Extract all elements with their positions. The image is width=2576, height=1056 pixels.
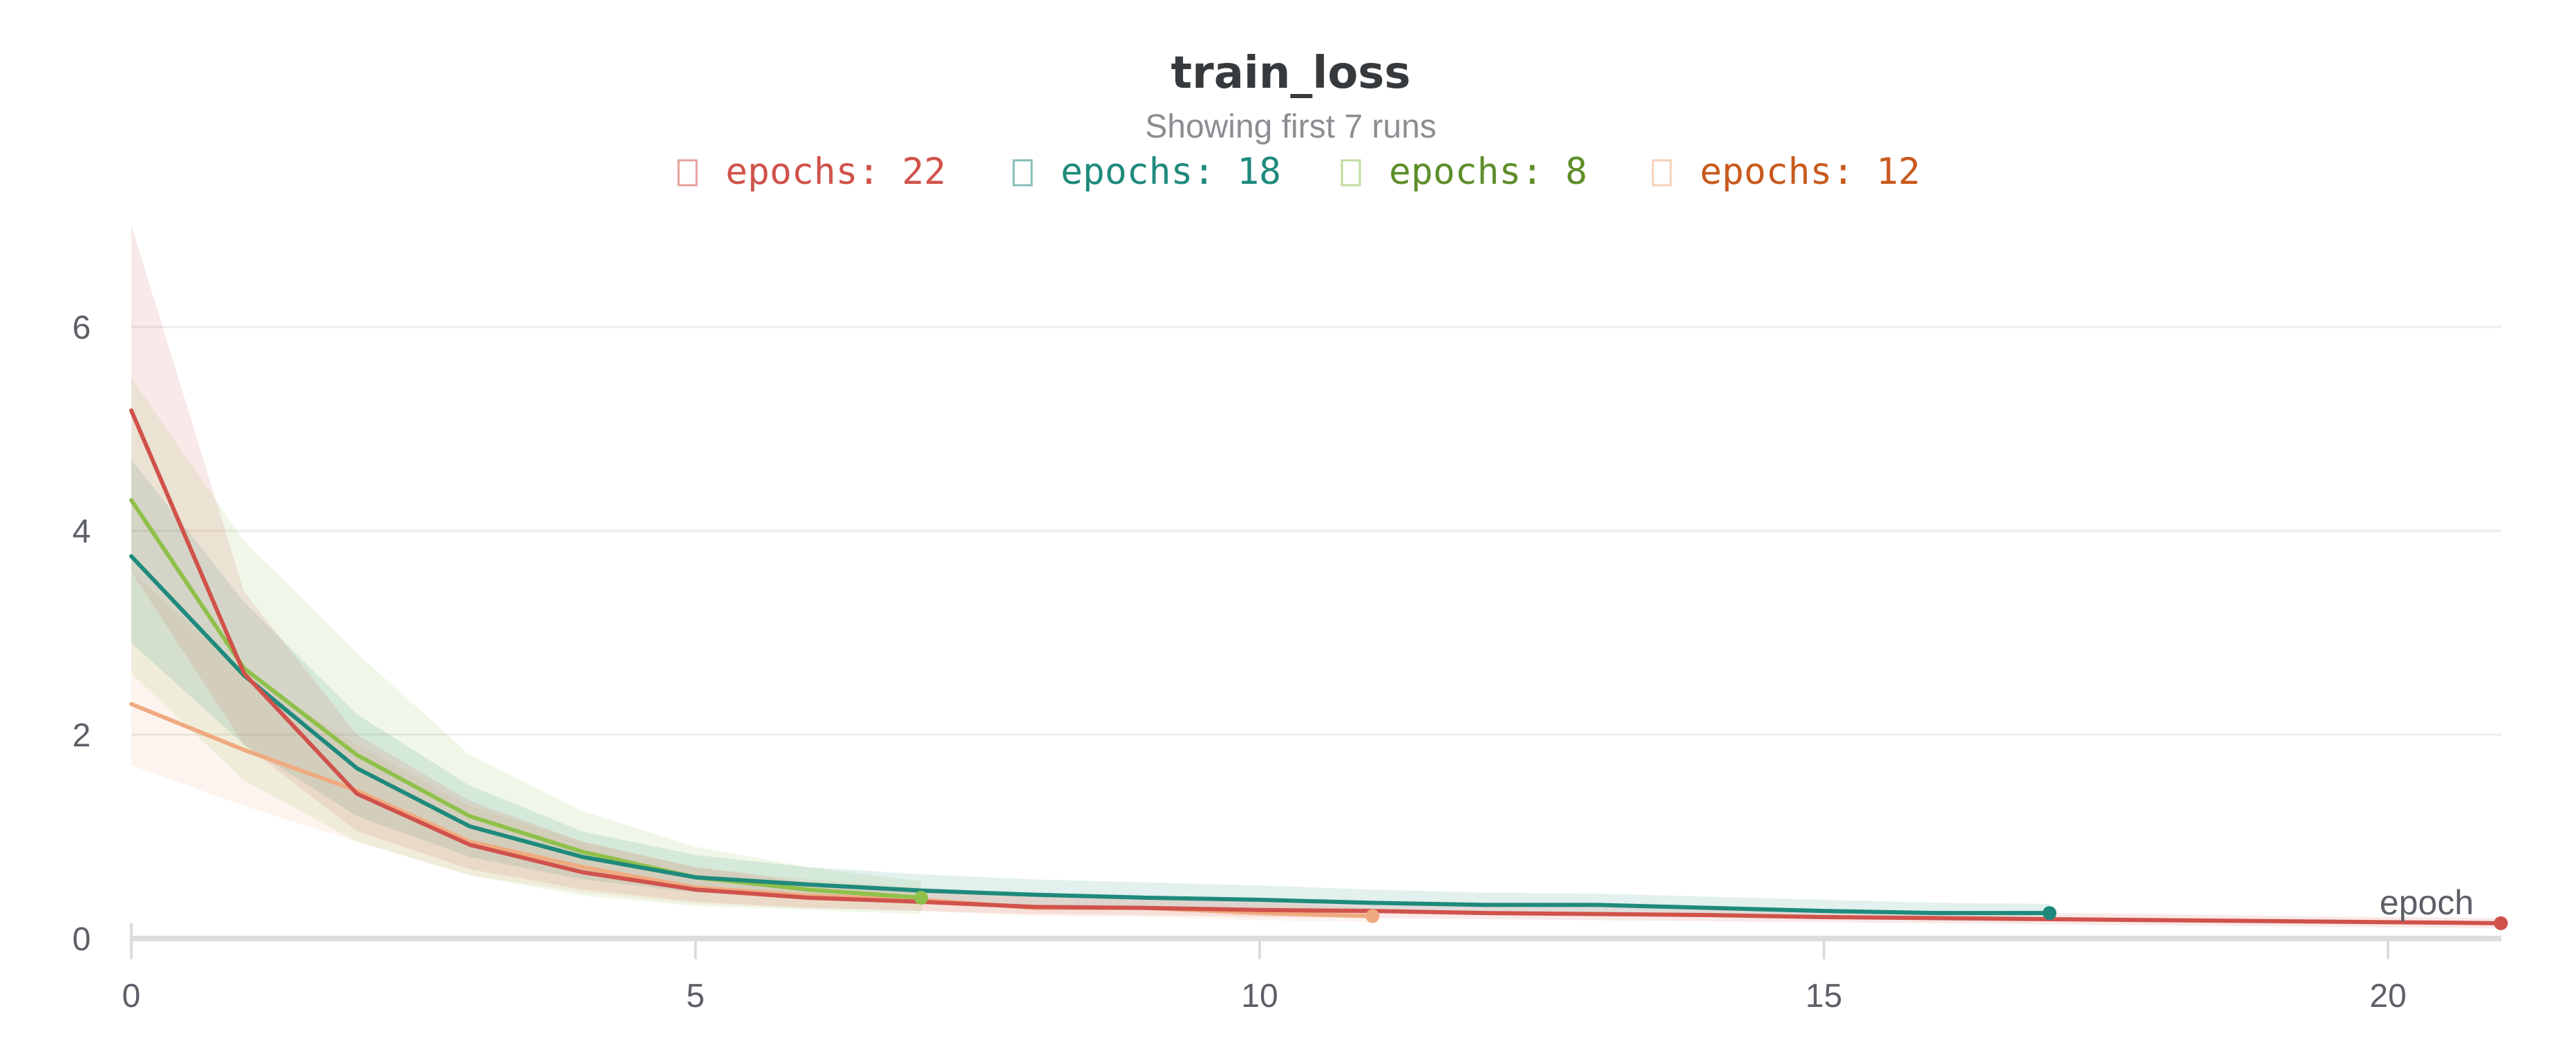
y-tick-label-0: 0 bbox=[73, 921, 91, 958]
legend-item-2: epochs: 8 bbox=[1341, 151, 1587, 193]
endpoint-series-3 bbox=[1365, 909, 1380, 923]
y-tick-label-4: 4 bbox=[73, 513, 91, 550]
legend-item-1: epochs: 18 bbox=[1012, 151, 1281, 193]
x-tick-label-15: 15 bbox=[1806, 978, 1842, 1015]
tick-labels: 0 5 10 15 20 0 2 4 6 bbox=[73, 310, 2407, 1015]
line-series-1 bbox=[129, 554, 2052, 916]
legend-label-3: epochs: 12 bbox=[1700, 151, 1920, 193]
legend: epochs: 22 epochs: 18 epochs: 8 epochs: 12 bbox=[677, 151, 1920, 193]
legend-label-2: epochs: 8 bbox=[1389, 151, 1587, 193]
endpoint-series-2 bbox=[914, 891, 929, 905]
chart-subtitle: Showing first 7 runs bbox=[1145, 109, 1437, 145]
gridlines bbox=[131, 326, 2501, 736]
legend-swatch-1 bbox=[1012, 159, 1033, 187]
line-series-2 bbox=[129, 498, 924, 900]
legend-label-1: epochs: 18 bbox=[1061, 151, 1281, 193]
x-tick-label-20: 20 bbox=[2369, 978, 2406, 1015]
x-tick-label-10: 10 bbox=[1241, 978, 1278, 1015]
line-series-0 bbox=[129, 408, 2503, 925]
legend-item-0: epochs: 22 bbox=[677, 151, 946, 193]
x-tick-label-0: 0 bbox=[122, 978, 141, 1015]
legend-label-0: epochs: 22 bbox=[726, 151, 946, 193]
chart-title: train_loss bbox=[1171, 48, 1411, 99]
band-series-3 bbox=[131, 572, 1373, 923]
legend-swatch-0 bbox=[677, 159, 698, 187]
legend-item-3: epochs: 12 bbox=[1651, 151, 1920, 193]
legend-swatch-3 bbox=[1651, 159, 1672, 187]
endpoint-series-0 bbox=[2494, 916, 2508, 930]
y-tick-label-6: 6 bbox=[73, 310, 91, 346]
legend-swatch-2 bbox=[1341, 159, 1361, 187]
y-tick-label-2: 2 bbox=[73, 717, 91, 754]
endpoint-series-1 bbox=[2043, 906, 2057, 921]
x-tick-label-5: 5 bbox=[686, 978, 705, 1015]
axes bbox=[130, 923, 2501, 959]
series-endpoints bbox=[914, 891, 2508, 930]
x-axis-label: epoch bbox=[2380, 883, 2474, 922]
series-lines bbox=[129, 408, 2503, 925]
